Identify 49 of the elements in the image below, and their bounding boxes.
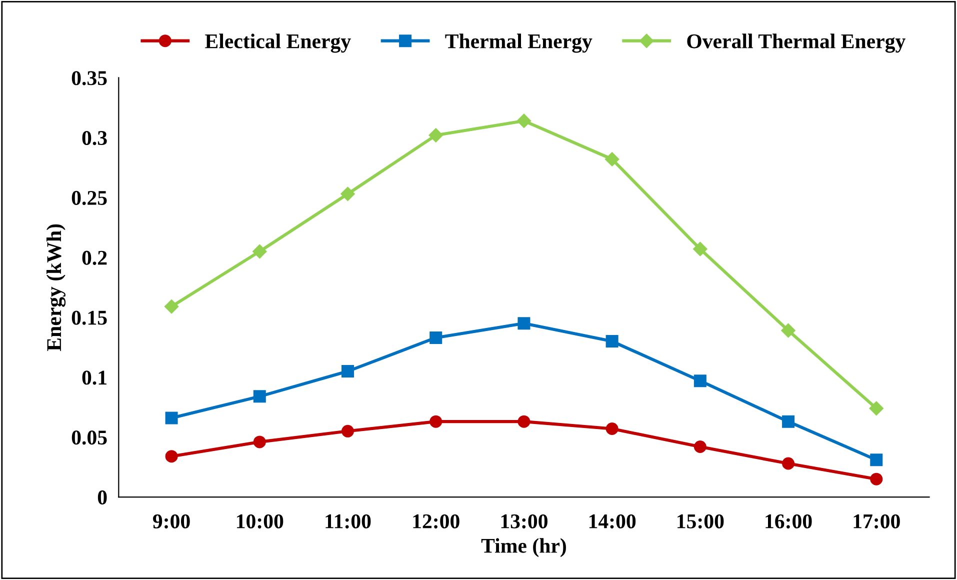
x-axis-title: Time (hr) — [481, 538, 566, 558]
point — [430, 331, 442, 344]
point — [253, 436, 266, 448]
point — [694, 374, 706, 388]
x-tick-label: 11:00 — [326, 514, 371, 528]
point — [428, 128, 443, 142]
point — [869, 401, 884, 416]
x-tick-label: 13:00 — [501, 514, 548, 528]
legend-label: Overall Thermal Energy — [687, 34, 906, 53]
point — [870, 472, 883, 486]
point — [341, 424, 354, 438]
x-tick-label: 9:00 — [153, 514, 190, 528]
point — [781, 323, 796, 338]
legend-label: Thermal Energy — [445, 34, 592, 53]
point — [164, 299, 179, 314]
x-tick-label: 16:00 — [766, 514, 812, 528]
point — [252, 244, 267, 259]
point — [430, 415, 442, 428]
point — [253, 390, 266, 403]
y-tick-label: 0.3 — [82, 131, 107, 146]
y-tick-label: 0.1 — [82, 370, 106, 385]
point — [606, 422, 618, 436]
x-tick-label: 17:00 — [854, 514, 900, 528]
point — [606, 335, 618, 348]
y-tick-label: 0.2 — [82, 250, 107, 265]
point — [870, 454, 883, 466]
y-tick-label: 0.05 — [72, 430, 107, 445]
y-tick-label: 0 — [98, 490, 107, 504]
x-tick-label: 14:00 — [589, 514, 636, 528]
point — [165, 450, 178, 463]
y-tick-label: 0.15 — [72, 310, 107, 325]
point — [693, 242, 708, 256]
x-tick-label: 10:00 — [237, 514, 284, 528]
y-tick-label: 0.35 — [72, 71, 107, 86]
point — [518, 415, 530, 428]
point — [694, 440, 706, 453]
point — [518, 317, 530, 330]
y-tick-label: 0.25 — [72, 190, 107, 206]
point — [604, 152, 620, 166]
point — [782, 415, 795, 428]
point — [165, 412, 178, 424]
point — [341, 365, 354, 378]
point — [516, 114, 532, 128]
legend-label: Electical Energy — [205, 34, 351, 53]
x-tick-label: 12:00 — [413, 514, 460, 528]
point — [340, 186, 355, 202]
y-axis-title: Energy (kWh) — [46, 224, 66, 351]
point — [782, 457, 795, 470]
x-tick-label: 15:00 — [678, 514, 724, 528]
